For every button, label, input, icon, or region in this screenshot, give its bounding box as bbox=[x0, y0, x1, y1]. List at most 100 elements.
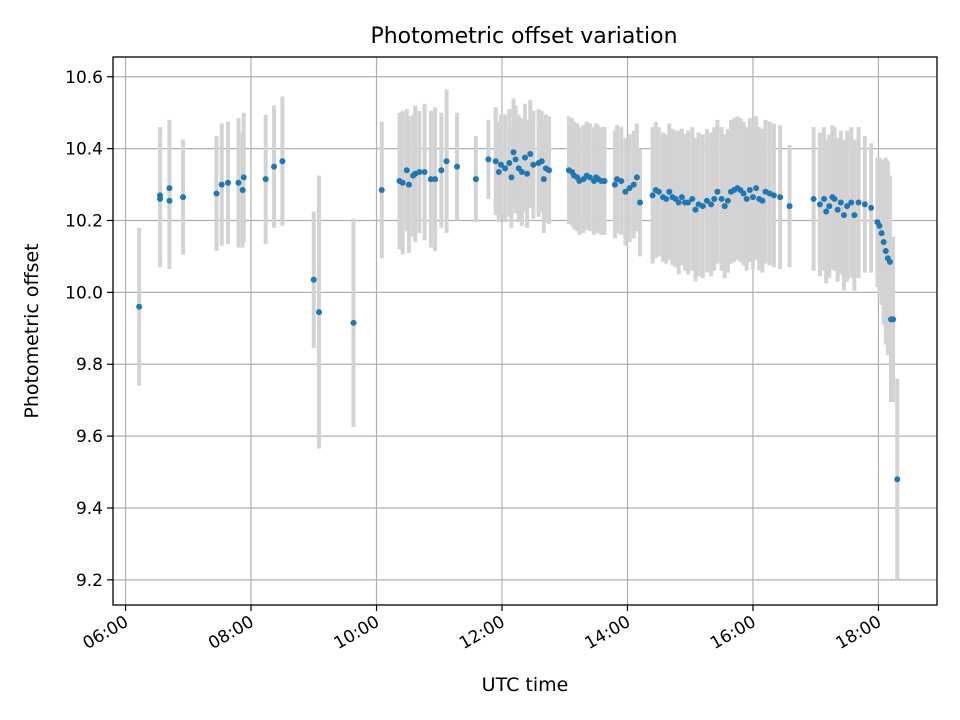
data-point bbox=[746, 186, 753, 193]
y-tick-label: 10.6 bbox=[65, 68, 103, 88]
data-point bbox=[538, 158, 545, 165]
data-point bbox=[649, 192, 656, 199]
data-point bbox=[675, 199, 682, 206]
data-point bbox=[743, 195, 750, 202]
data-point bbox=[724, 197, 731, 204]
data-point bbox=[851, 212, 858, 219]
data-point bbox=[218, 181, 225, 188]
data-point bbox=[786, 203, 793, 210]
data-point bbox=[861, 201, 868, 208]
data-point bbox=[855, 199, 862, 206]
data-point bbox=[740, 190, 747, 197]
data-point bbox=[136, 303, 143, 310]
data-point bbox=[777, 194, 784, 201]
data-point bbox=[225, 179, 232, 186]
data-point bbox=[637, 199, 644, 206]
data-point bbox=[540, 176, 547, 183]
data-point bbox=[492, 158, 499, 165]
data-point bbox=[432, 176, 439, 183]
data-point bbox=[502, 165, 509, 172]
data-point bbox=[721, 203, 728, 210]
data-point bbox=[601, 177, 608, 184]
data-point bbox=[530, 161, 537, 168]
data-point bbox=[840, 212, 847, 219]
data-point bbox=[810, 195, 817, 202]
data-point bbox=[485, 156, 492, 163]
x-tick-label: 14:00 bbox=[582, 612, 634, 654]
data-point bbox=[586, 174, 593, 181]
data-point bbox=[522, 154, 528, 161]
data-point bbox=[438, 167, 445, 174]
data-point bbox=[279, 158, 286, 165]
data-point bbox=[427, 176, 434, 183]
data-point bbox=[759, 197, 766, 204]
data-point bbox=[630, 181, 637, 188]
data-point bbox=[157, 192, 164, 199]
data-point bbox=[618, 177, 625, 184]
data-point bbox=[816, 201, 823, 208]
data-point bbox=[837, 199, 844, 206]
data-point bbox=[689, 195, 696, 202]
data-point bbox=[685, 199, 692, 206]
data-point bbox=[834, 206, 841, 213]
data-point bbox=[886, 258, 893, 265]
data-point bbox=[403, 167, 410, 174]
data-point bbox=[868, 204, 875, 211]
x-tick-label: 06:00 bbox=[80, 612, 132, 654]
data-point bbox=[213, 190, 220, 197]
data-point bbox=[454, 163, 461, 170]
data-point bbox=[823, 208, 830, 215]
y-tick-label: 9.8 bbox=[76, 355, 103, 375]
data-point bbox=[708, 201, 715, 208]
x-tick-label: 12:00 bbox=[456, 612, 508, 654]
data-point bbox=[180, 194, 187, 201]
data-point bbox=[240, 174, 247, 181]
data-point bbox=[239, 186, 246, 193]
data-point bbox=[512, 156, 519, 163]
plot-frame bbox=[112, 56, 938, 606]
data-point bbox=[316, 309, 322, 316]
data-point bbox=[495, 168, 502, 175]
y-tick-label: 10.0 bbox=[65, 283, 103, 303]
data-point bbox=[821, 195, 828, 202]
data-point bbox=[692, 206, 699, 213]
y-tick-label: 9.2 bbox=[76, 571, 103, 591]
data-point bbox=[626, 185, 633, 192]
data-point bbox=[826, 203, 833, 210]
data-point bbox=[633, 174, 640, 181]
data-point bbox=[508, 174, 515, 181]
data-point bbox=[770, 192, 777, 199]
x-tick-label: 16:00 bbox=[707, 612, 759, 654]
chart-title: Photometric offset variation bbox=[370, 24, 677, 49]
data-point bbox=[166, 197, 173, 204]
data-point bbox=[714, 188, 721, 195]
data-point bbox=[831, 195, 838, 202]
data-point bbox=[699, 203, 706, 210]
data-point bbox=[655, 188, 662, 195]
data-point bbox=[350, 319, 357, 326]
data-point bbox=[876, 222, 883, 229]
data-point bbox=[378, 186, 385, 193]
data-point bbox=[844, 203, 851, 210]
x-tick-label: 08:00 bbox=[205, 612, 257, 654]
data-point bbox=[711, 195, 718, 202]
data-point bbox=[878, 230, 885, 237]
y-tick-label: 10.2 bbox=[65, 212, 103, 232]
data-point bbox=[611, 181, 618, 188]
y-axis: 9.2 9.4 9.6 9.8 10.0 10.2 10.4 10.6 bbox=[65, 68, 113, 591]
data-point bbox=[882, 248, 889, 255]
data-point bbox=[271, 163, 278, 170]
data-point bbox=[405, 181, 412, 188]
data-point bbox=[497, 161, 504, 168]
data-point bbox=[880, 239, 887, 246]
data-point bbox=[518, 168, 525, 175]
data-point bbox=[235, 179, 242, 186]
data-point bbox=[546, 167, 553, 174]
y-tick-label: 9.4 bbox=[76, 499, 103, 519]
data-point bbox=[166, 185, 173, 192]
x-tick-label: 10:00 bbox=[331, 612, 383, 654]
y-tick-label: 9.6 bbox=[76, 427, 103, 447]
data-points bbox=[136, 149, 901, 483]
data-point bbox=[890, 316, 897, 323]
data-point bbox=[443, 158, 450, 165]
